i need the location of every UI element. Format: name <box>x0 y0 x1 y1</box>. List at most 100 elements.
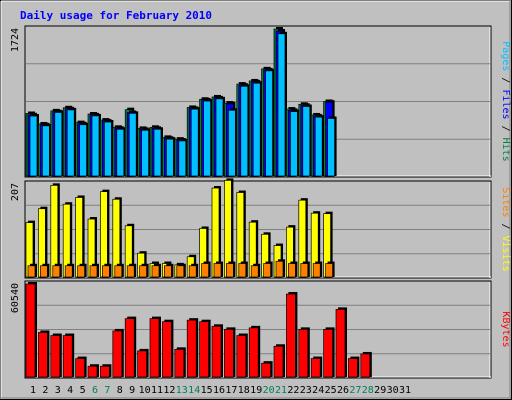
bar-sites-day-17-fill <box>226 263 234 278</box>
bar-pages-day-17 <box>228 108 238 177</box>
chart-panels: 1724 Pages / Files / Hits 207 Sites / Visit… <box>10 25 511 379</box>
bar-kbytes-day-5 <box>75 356 87 378</box>
legend-entry: / <box>500 71 511 89</box>
bar-kbytes-day-18 <box>236 333 248 378</box>
x-tick-label: 26 <box>337 385 349 396</box>
bar-pages-day-4 <box>66 107 77 177</box>
bar-kbytes-day-27-fill <box>348 358 358 378</box>
bar-sites-day-23-fill <box>300 263 309 278</box>
bar-sites-day-22 <box>288 261 298 278</box>
bar-kbytes-day-14 <box>186 318 199 378</box>
bar-pages-day-24-fill <box>314 116 323 177</box>
bar-sites-day-5 <box>77 263 87 278</box>
bar-sites-day-17 <box>226 261 236 278</box>
x-tick-label: 31 <box>399 385 411 396</box>
bar-kbytes-day-2 <box>38 330 50 378</box>
x-tick-label: 12 <box>163 385 175 396</box>
legend-entry: KBytes <box>500 311 511 347</box>
bar-visits-day-3 <box>50 183 60 278</box>
x-tick-label: 7 <box>104 385 110 396</box>
bar-kbytes-day-25-fill <box>323 329 333 378</box>
bar-sites-day-5-fill <box>77 265 85 278</box>
bar-kbytes-day-16-fill <box>211 325 222 378</box>
bar-kbytes-day-13 <box>174 347 186 378</box>
bar-pages-day-2-fill <box>42 125 50 177</box>
x-tick-label: 10 <box>139 385 151 396</box>
bar-pages-day-11 <box>153 127 163 177</box>
bar-kbytes-day-7-fill <box>100 365 110 378</box>
bar-pages-day-19-fill <box>252 82 261 177</box>
bar-sites-day-3-fill <box>52 265 61 278</box>
bar-pages-day-8 <box>116 127 126 177</box>
bar-pages-day-7-fill <box>104 121 112 177</box>
x-tick-label: 16 <box>213 385 225 396</box>
bar-sites-day-9 <box>126 263 137 278</box>
bar-pages-day-10 <box>141 128 151 177</box>
panel-max-label: 1724 <box>10 28 21 52</box>
bar-kbytes-day-11 <box>149 316 161 378</box>
bar-sites-day-20-fill <box>263 263 271 278</box>
x-tick-label: 21 <box>275 385 287 396</box>
bar-kbytes-day-3-fill <box>50 335 61 378</box>
bar-pages-day-4-fill <box>66 109 75 177</box>
bar-sites-day-16-fill <box>213 263 222 278</box>
panel-hits_files_pages: 1724 Pages / Files / Hits <box>10 25 511 178</box>
bar-sites-day-11-fill <box>151 265 160 278</box>
bar-kbytes-day-15-fill <box>199 321 209 378</box>
bar-pages-day-25-fill <box>327 118 335 177</box>
bar-pages-day-5-fill <box>79 124 87 177</box>
bar-sites-day-1-fill <box>27 265 36 278</box>
bar-pages-day-25 <box>327 116 337 177</box>
x-tick-label: 5 <box>80 385 86 396</box>
panel-legend: KBytes <box>500 311 511 347</box>
x-tick-label: 2 <box>42 385 48 396</box>
bar-pages-day-3-fill <box>54 112 63 177</box>
bar-pages-day-6-fill <box>91 115 100 177</box>
bar-kbytes-day-26 <box>335 307 347 378</box>
bar-kbytes-day-4 <box>62 333 75 378</box>
bar-kbytes-day-20-fill <box>261 362 271 378</box>
bar-kbytes-day-3 <box>50 333 62 378</box>
bar-pages-day-9-fill <box>128 112 137 177</box>
bar-pages-day-1-fill <box>29 115 38 177</box>
bar-kbytes-day-25 <box>323 327 335 378</box>
bar-kbytes-day-21 <box>273 344 285 378</box>
x-tick-label: 15 <box>201 385 213 396</box>
panel-kbytes: 60540 KBytes <box>10 280 511 379</box>
bar-sites-day-14-fill <box>188 265 197 278</box>
bar-sites-day-2 <box>40 263 50 278</box>
bar-pages-day-15 <box>203 99 213 177</box>
x-axis: 1 2 3 4 5 6 7 8 9 10 11 12 13 14 15 16 17 18 19 20 21 22 23 24 2… <box>30 385 411 396</box>
bar-kbytes-day-2-fill <box>38 332 48 378</box>
bar-kbytes-day-10 <box>137 348 149 378</box>
bar-pages-day-22-fill <box>290 111 298 177</box>
bar-kbytes-day-8-fill <box>112 330 123 378</box>
bar-sites-day-12-fill <box>164 265 172 278</box>
bar-pages-day-23 <box>302 104 312 177</box>
x-tick-label: 23 <box>300 385 312 396</box>
x-tick-label: 6 <box>92 385 98 396</box>
legend-entry: / <box>500 217 511 235</box>
panel-visits_sites: 207 Sites / Visits <box>10 178 511 279</box>
bar-pages-day-8-fill <box>116 128 125 177</box>
bar-pages-day-13-fill <box>178 140 187 177</box>
x-tick-label: 3 <box>55 385 61 396</box>
bar-pages-day-23-fill <box>302 106 311 177</box>
x-tick-label: 1 <box>30 385 36 396</box>
bar-pages-day-14 <box>190 107 201 177</box>
bar-kbytes-day-17 <box>224 327 236 378</box>
bar-sites-day-25 <box>325 261 335 278</box>
panel-max-label: 60540 <box>10 283 21 313</box>
legend-entry: Pages <box>500 41 511 71</box>
bar-pages-day-19 <box>252 81 263 177</box>
bar-pages-day-5 <box>79 122 89 177</box>
bar-sites-day-25-fill <box>325 263 333 278</box>
bar-kbytes-day-14-fill <box>186 319 197 378</box>
bar-kbytes-day-21-fill <box>273 345 284 378</box>
x-tick-label: 25 <box>325 385 337 396</box>
bar-kbytes-day-12-fill <box>162 321 172 378</box>
bar-sites-day-21-fill <box>275 260 284 278</box>
bar-sites-day-4-fill <box>64 265 73 278</box>
bar-pages-day-6 <box>91 113 101 177</box>
